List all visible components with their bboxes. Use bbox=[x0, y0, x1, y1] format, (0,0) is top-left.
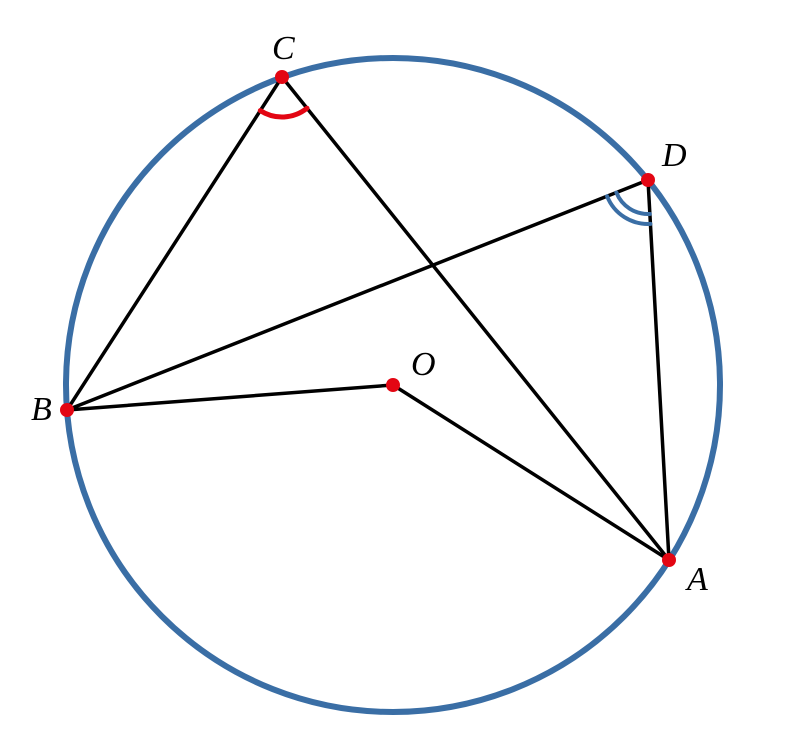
label-C: C bbox=[272, 30, 295, 67]
segment-DA bbox=[648, 180, 669, 560]
angle-arc-D-1 bbox=[616, 193, 649, 214]
segment-BO bbox=[67, 385, 393, 410]
label-B: B bbox=[31, 391, 52, 428]
segment-BD bbox=[67, 180, 648, 410]
label-A: A bbox=[685, 561, 708, 598]
point-D bbox=[641, 173, 655, 187]
label-O: O bbox=[411, 346, 436, 383]
label-D: D bbox=[661, 137, 687, 174]
segment-OA bbox=[393, 385, 669, 560]
geometry-diagram: O A B C D bbox=[0, 0, 800, 755]
point-B bbox=[60, 403, 74, 417]
segment-CA bbox=[282, 77, 669, 560]
angle-arc-C-1 bbox=[260, 108, 307, 117]
point-O bbox=[386, 378, 400, 392]
point-C bbox=[275, 70, 289, 84]
point-A bbox=[662, 553, 676, 567]
